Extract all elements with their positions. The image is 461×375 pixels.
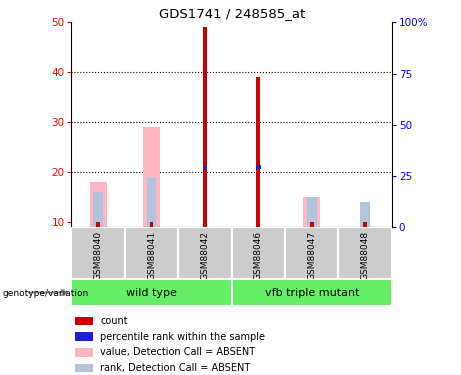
Text: vfb triple mutant: vfb triple mutant <box>265 288 359 297</box>
Bar <box>75 332 93 341</box>
Text: rank, Detection Call = ABSENT: rank, Detection Call = ABSENT <box>100 363 251 373</box>
Title: GDS1741 / 248585_at: GDS1741 / 248585_at <box>159 7 305 20</box>
Bar <box>89 182 106 227</box>
Bar <box>256 165 261 169</box>
Bar <box>147 177 156 227</box>
Bar <box>231 279 392 306</box>
Bar <box>96 222 100 227</box>
Bar <box>143 127 160 227</box>
Text: count: count <box>100 316 128 326</box>
Bar <box>178 227 231 279</box>
Bar <box>285 227 338 279</box>
Bar <box>202 165 207 169</box>
Bar <box>307 197 317 227</box>
Bar <box>75 348 93 357</box>
Bar <box>338 227 392 279</box>
Text: GSM88046: GSM88046 <box>254 231 263 280</box>
Bar <box>361 202 370 227</box>
Bar <box>231 227 285 279</box>
Text: GSM88040: GSM88040 <box>94 231 103 280</box>
Bar <box>256 77 260 227</box>
Bar <box>93 192 103 227</box>
Text: GSM88048: GSM88048 <box>361 231 370 280</box>
Bar <box>71 227 125 279</box>
Text: GSM88047: GSM88047 <box>307 231 316 280</box>
Bar <box>363 222 367 227</box>
Bar <box>203 27 207 227</box>
Text: GSM88041: GSM88041 <box>147 231 156 280</box>
Bar <box>75 316 93 325</box>
Bar <box>303 197 320 227</box>
Text: value, Detection Call = ABSENT: value, Detection Call = ABSENT <box>100 347 255 357</box>
Text: wild type: wild type <box>126 288 177 297</box>
Bar <box>125 227 178 279</box>
Text: genotype/variation: genotype/variation <box>2 289 89 298</box>
Text: GSM88042: GSM88042 <box>201 231 209 280</box>
Text: percentile rank within the sample: percentile rank within the sample <box>100 332 266 342</box>
Bar <box>71 279 231 306</box>
Bar <box>75 364 93 372</box>
Bar <box>150 222 154 227</box>
Bar <box>310 222 313 227</box>
